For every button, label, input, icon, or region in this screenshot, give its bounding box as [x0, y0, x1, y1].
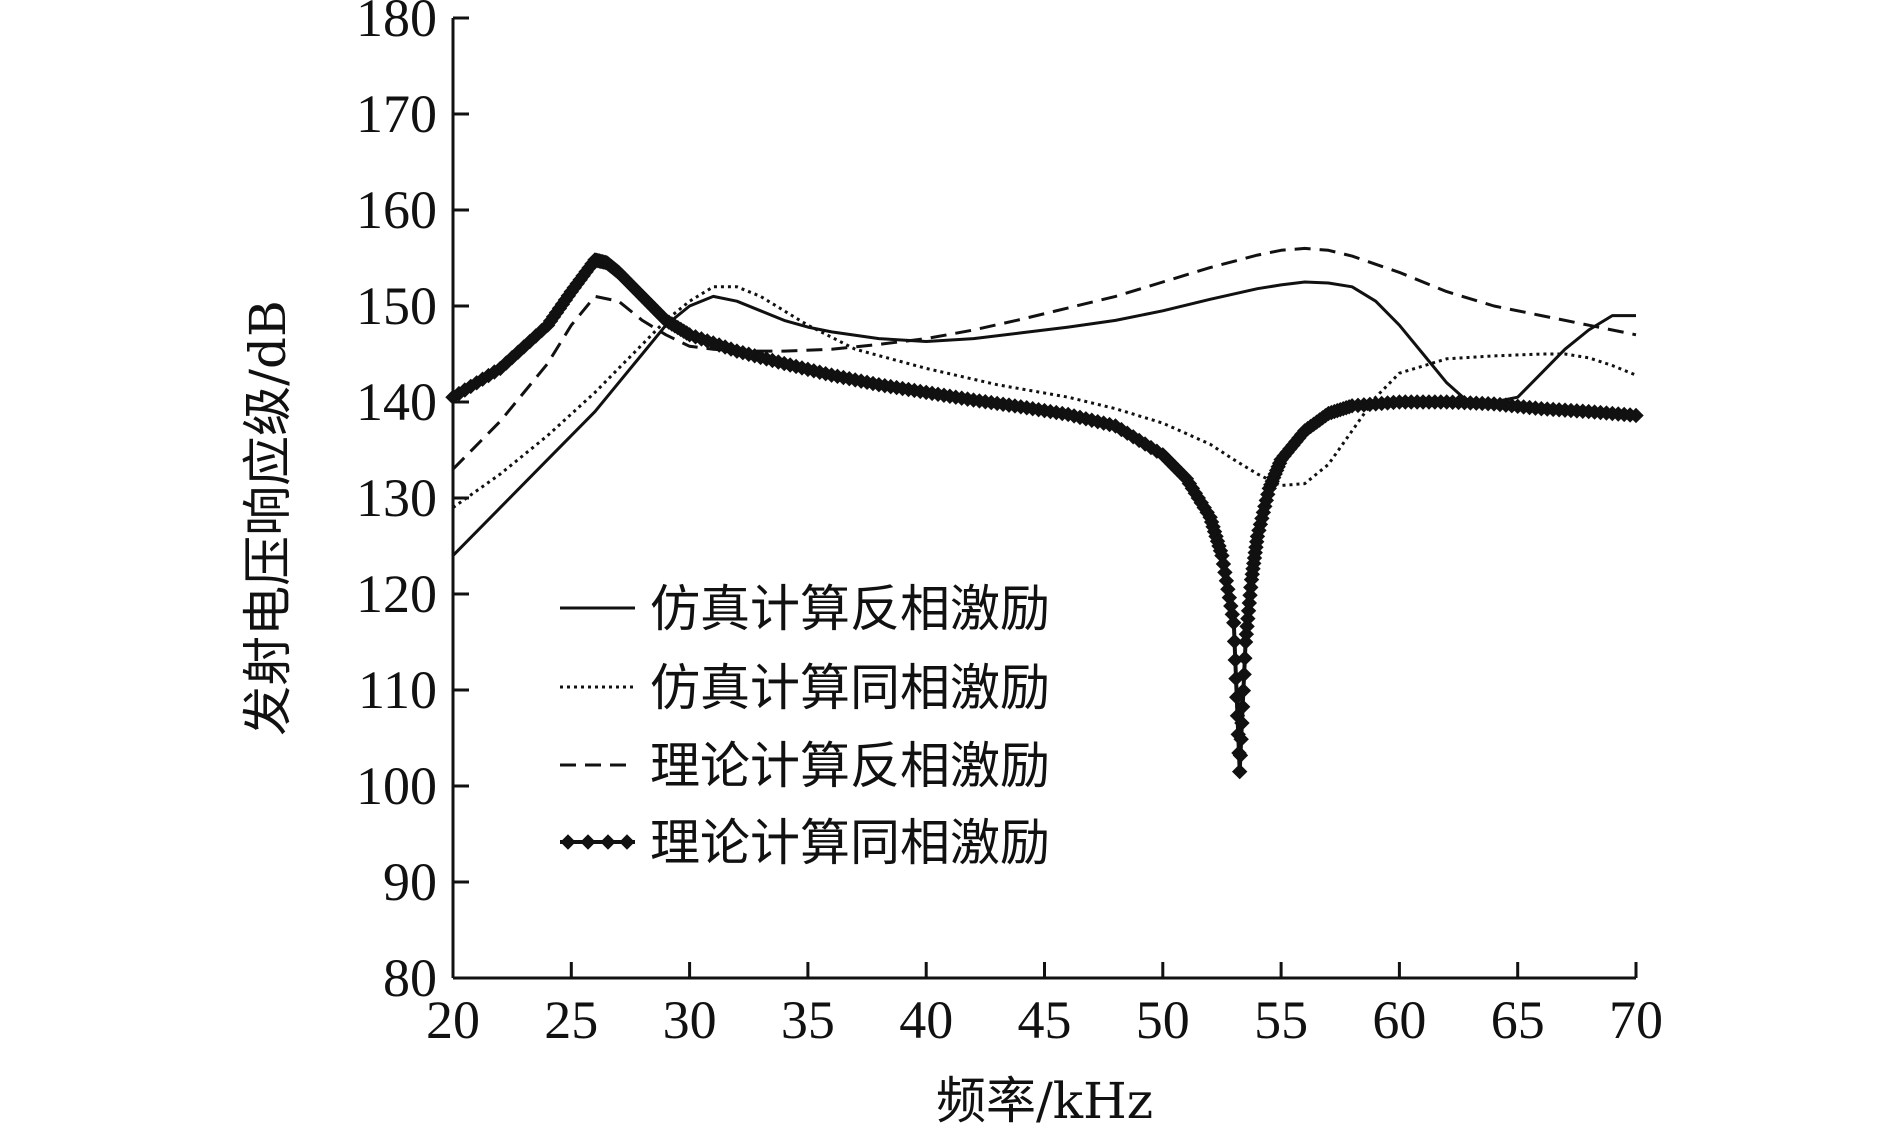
legend-label: 理论计算反相激励 — [650, 737, 1050, 795]
legend-marker — [619, 834, 635, 850]
x-tick-label: 50 — [1136, 990, 1190, 1050]
legend-item-3: 理论计算反相激励 — [560, 737, 1050, 795]
series-4-point — [1226, 633, 1243, 650]
series-1-line — [451, 280, 1636, 557]
y-tick-label: 130 — [356, 468, 437, 528]
y-tick-label: 140 — [356, 372, 437, 432]
x-tick-label: 45 — [1018, 990, 1072, 1050]
series-4-point — [1236, 666, 1252, 683]
series-4-point — [1237, 650, 1253, 666]
series-3 — [451, 246, 1637, 471]
legend-label: 理论计算同相激励 — [650, 814, 1050, 872]
x-tick-label: 30 — [663, 990, 717, 1050]
legend-marker — [600, 834, 616, 850]
x-tick-label: 70 — [1609, 990, 1663, 1050]
series-4-point — [1226, 615, 1242, 631]
series-1 — [451, 280, 1636, 557]
x-tick-label: 55 — [1254, 990, 1308, 1050]
series-4-point — [1234, 699, 1251, 715]
y-tick-label: 170 — [356, 84, 437, 144]
legend-item-1: 仿真计算反相激励 — [560, 580, 1050, 638]
legend-marker — [580, 834, 596, 850]
legend-label: 仿真计算同相激励 — [650, 659, 1050, 717]
series-4-point — [1232, 747, 1249, 764]
series-4-point — [1235, 682, 1252, 699]
x-ticks: 20 25 30 35 40 45 50 55 60 65 70 — [426, 962, 1663, 1050]
y-tick-label: 100 — [356, 756, 437, 816]
y-ticks: 80 90 100 110 120 130 140 150 160 170 180 — [356, 0, 469, 1008]
y-tick-label: 180 — [356, 0, 437, 48]
series-4-point — [1233, 731, 1249, 747]
series-layer — [445, 246, 1644, 780]
y-tick-label: 120 — [356, 564, 437, 624]
y-tick-label: 150 — [356, 276, 437, 336]
series-4-point — [1628, 407, 1644, 424]
y-tick-label: 110 — [358, 660, 437, 720]
legend-item-4: 理论计算同相激励 — [560, 814, 1050, 872]
y-axis-title: 发射电压响应级/dB — [239, 300, 297, 736]
series-2-line — [452, 285, 1637, 509]
x-tick-label: 35 — [781, 990, 835, 1050]
x-axis-title: 频率/kHz — [936, 1072, 1153, 1130]
series-3-line — [451, 246, 1637, 471]
series-4-point — [1231, 763, 1248, 780]
series-4 — [445, 252, 1644, 780]
x-tick-label: 20 — [426, 990, 480, 1050]
y-tick-label: 90 — [383, 852, 437, 912]
legend-item-2: 仿真计算同相激励 — [560, 659, 1050, 717]
series-2 — [452, 285, 1637, 509]
legend-marker — [560, 834, 576, 850]
y-tick-label: 160 — [356, 180, 437, 240]
x-tick-label: 65 — [1491, 990, 1545, 1050]
y-tick-label: 80 — [383, 948, 437, 1008]
x-tick-label: 25 — [544, 990, 598, 1050]
x-tick-label: 60 — [1372, 990, 1426, 1050]
legend-label: 仿真计算反相激励 — [650, 580, 1050, 638]
x-tick-label: 40 — [899, 990, 953, 1050]
series-4-point — [1234, 715, 1250, 731]
